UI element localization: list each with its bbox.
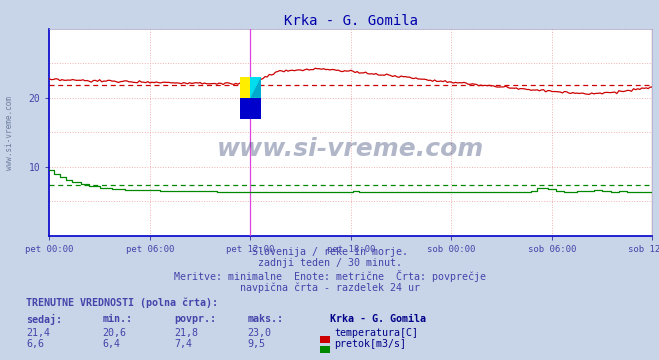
Text: min.:: min.: <box>102 314 132 324</box>
Text: 6,6: 6,6 <box>26 339 44 350</box>
Text: 21,4: 21,4 <box>26 328 50 338</box>
Text: zadnji teden / 30 minut.: zadnji teden / 30 minut. <box>258 258 401 269</box>
Text: Slovenija / reke in morje.: Slovenija / reke in morje. <box>252 247 407 257</box>
Polygon shape <box>250 77 261 98</box>
Text: Krka - G. Gomila: Krka - G. Gomila <box>330 314 426 324</box>
Text: pretok[m3/s]: pretok[m3/s] <box>334 339 406 350</box>
Bar <box>240 98 261 118</box>
Bar <box>250 77 261 98</box>
Text: www.si-vreme.com: www.si-vreme.com <box>5 96 14 170</box>
Text: maks.:: maks.: <box>247 314 283 324</box>
Text: TRENUTNE VREDNOSTI (polna črta):: TRENUTNE VREDNOSTI (polna črta): <box>26 297 218 307</box>
Text: 6,4: 6,4 <box>102 339 120 350</box>
Text: navpična črta - razdelek 24 ur: navpična črta - razdelek 24 ur <box>239 282 420 293</box>
Title: Krka - G. Gomila: Krka - G. Gomila <box>284 14 418 28</box>
Text: Meritve: minimalne  Enote: metrične  Črta: povprečje: Meritve: minimalne Enote: metrične Črta:… <box>173 270 486 282</box>
Text: 23,0: 23,0 <box>247 328 271 338</box>
Text: www.si-vreme.com: www.si-vreme.com <box>217 137 484 161</box>
Text: 7,4: 7,4 <box>175 339 192 350</box>
Text: sedaj:: sedaj: <box>26 314 63 325</box>
Bar <box>240 77 250 98</box>
Text: temperatura[C]: temperatura[C] <box>334 328 418 338</box>
Text: 9,5: 9,5 <box>247 339 265 350</box>
Text: 21,8: 21,8 <box>175 328 198 338</box>
Text: povpr.:: povpr.: <box>175 314 217 324</box>
Text: 20,6: 20,6 <box>102 328 126 338</box>
